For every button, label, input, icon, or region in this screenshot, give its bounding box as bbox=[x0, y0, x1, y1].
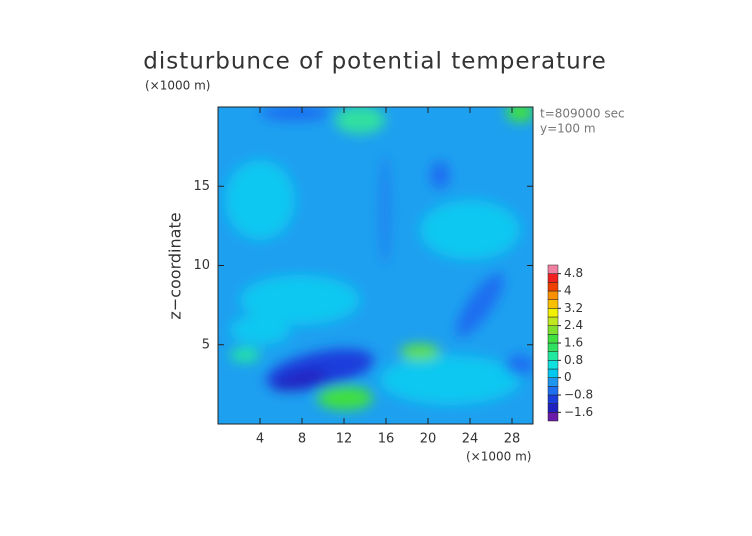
y-tick-label: 5 bbox=[202, 337, 210, 352]
colorbar-tick-label: 1.6 bbox=[564, 336, 583, 350]
x-tick-label: 16 bbox=[378, 432, 395, 447]
annotation: t=809000 sec bbox=[540, 107, 625, 121]
x-tick-label: 28 bbox=[504, 432, 521, 447]
x-unit-label: (×1000 m) bbox=[466, 450, 531, 464]
colorbar-tick-label: −0.8 bbox=[564, 388, 593, 402]
x-tick-label: 8 bbox=[298, 432, 306, 447]
colorbar-tick-label: 4.8 bbox=[564, 266, 583, 280]
colorbar-swatch bbox=[547, 360, 559, 370]
colorbar-swatch bbox=[547, 299, 559, 309]
chart-title: disturbunce of potential temperature bbox=[143, 49, 607, 75]
colorbar-swatch bbox=[547, 290, 559, 300]
annotation: y=100 m bbox=[540, 122, 596, 136]
colorbar-swatch bbox=[547, 325, 559, 335]
y-tick-label: 10 bbox=[193, 258, 210, 273]
colorbar-tick-label: 2.4 bbox=[564, 318, 583, 332]
contour-field bbox=[218, 107, 533, 424]
colorbar-tick-label: 0 bbox=[564, 370, 572, 384]
colorbar-swatch bbox=[547, 394, 559, 404]
colorbar-tick-label: 4 bbox=[564, 284, 572, 298]
colorbar-swatch bbox=[547, 386, 559, 396]
colorbar-swatch bbox=[547, 273, 559, 283]
colorbar-swatch bbox=[547, 342, 559, 352]
colorbar-swatch bbox=[547, 264, 559, 274]
colorbar-tick-label: 0.8 bbox=[564, 353, 583, 367]
y-axis-title: z−coordinate bbox=[166, 212, 185, 319]
colorbar-swatch bbox=[547, 316, 559, 326]
colorbar-swatch bbox=[547, 351, 559, 361]
colorbar-tick-label: 3.2 bbox=[564, 301, 583, 315]
colorbar-swatch bbox=[547, 412, 559, 422]
x-tick-label: 12 bbox=[336, 432, 353, 447]
colorbar-swatch bbox=[547, 377, 559, 387]
colorbar-swatch bbox=[547, 282, 559, 292]
x-tick-label: 20 bbox=[420, 432, 437, 447]
colorbar-swatch bbox=[547, 334, 559, 344]
colorbar-tick-label: −1.6 bbox=[564, 405, 593, 419]
colorbar-swatch bbox=[547, 368, 559, 378]
field-patches bbox=[225, 107, 533, 410]
y-unit-label: (×1000 m) bbox=[145, 79, 210, 93]
colorbar-swatch bbox=[547, 308, 559, 318]
x-tick-label: 4 bbox=[256, 432, 264, 447]
colorbar-swatch bbox=[547, 403, 559, 413]
y-tick-label: 15 bbox=[193, 179, 210, 194]
x-tick-label: 24 bbox=[462, 432, 479, 447]
